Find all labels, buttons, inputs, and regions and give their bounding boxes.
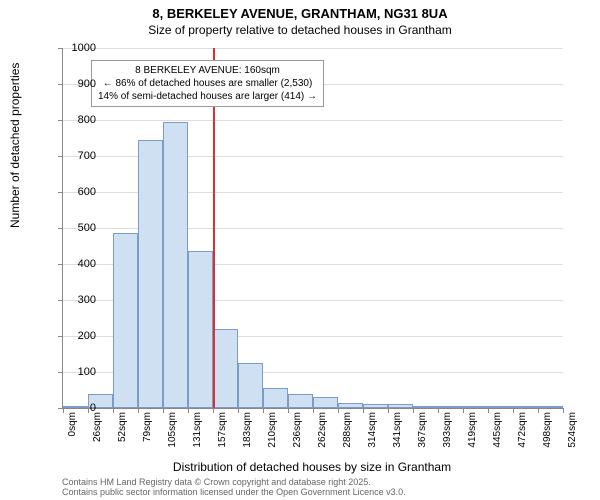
xtick-mark bbox=[513, 408, 514, 413]
histogram-bar bbox=[463, 406, 488, 408]
xtick-mark bbox=[288, 408, 289, 413]
xtick-mark bbox=[438, 408, 439, 413]
ytick-label: 700 bbox=[56, 150, 96, 162]
footnote-line: Contains public sector information licen… bbox=[62, 488, 406, 498]
histogram-bar bbox=[188, 251, 213, 408]
histogram-bar bbox=[138, 140, 163, 408]
page-subtitle: Size of property relative to detached ho… bbox=[0, 23, 600, 39]
xtick-mark bbox=[113, 408, 114, 413]
xtick-mark bbox=[413, 408, 414, 413]
histogram-bar bbox=[338, 403, 363, 408]
histogram-chart: 0sqm26sqm52sqm79sqm105sqm131sqm157sqm183… bbox=[62, 48, 563, 409]
xtick-mark bbox=[313, 408, 314, 413]
xtick-mark bbox=[188, 408, 189, 413]
page-title: 8, BERKELEY AVENUE, GRANTHAM, NG31 8UA bbox=[0, 6, 600, 23]
histogram-bar bbox=[288, 394, 313, 408]
xtick-mark bbox=[263, 408, 264, 413]
ytick-label: 1000 bbox=[56, 42, 96, 54]
histogram-bar bbox=[238, 363, 263, 408]
xtick-mark bbox=[338, 408, 339, 413]
xtick-mark bbox=[238, 408, 239, 413]
histogram-bar bbox=[313, 397, 338, 408]
histogram-bar bbox=[363, 404, 388, 408]
histogram-bar bbox=[113, 233, 138, 408]
xtick-mark bbox=[563, 408, 564, 413]
gridline bbox=[63, 48, 563, 49]
annotation-line: 14% of semi-detached houses are larger (… bbox=[98, 90, 317, 103]
histogram-bar bbox=[538, 406, 563, 408]
annotation-line: ← 86% of detached houses are smaller (2,… bbox=[98, 77, 317, 90]
ytick-label: 100 bbox=[56, 366, 96, 378]
footnote: Contains HM Land Registry data © Crown c… bbox=[62, 478, 406, 498]
ytick-label: 800 bbox=[56, 114, 96, 126]
ytick-label: 0 bbox=[56, 402, 96, 414]
y-axis-label: Number of detached properties bbox=[8, 63, 22, 228]
histogram-bar bbox=[388, 404, 413, 408]
histogram-bar bbox=[213, 329, 238, 408]
histogram-bar bbox=[513, 406, 538, 408]
ytick-label: 200 bbox=[56, 330, 96, 342]
xtick-mark bbox=[213, 408, 214, 413]
xtick-mark bbox=[538, 408, 539, 413]
ytick-label: 400 bbox=[56, 258, 96, 270]
ytick-label: 600 bbox=[56, 186, 96, 198]
histogram-bar bbox=[163, 122, 188, 408]
xtick-label: 524sqm bbox=[567, 412, 578, 472]
xtick-mark bbox=[388, 408, 389, 413]
x-axis-label: Distribution of detached houses by size … bbox=[62, 460, 562, 474]
xtick-mark bbox=[163, 408, 164, 413]
xtick-mark bbox=[488, 408, 489, 413]
histogram-bar bbox=[413, 406, 438, 408]
xtick-mark bbox=[138, 408, 139, 413]
xtick-mark bbox=[363, 408, 364, 413]
ytick-label: 900 bbox=[56, 78, 96, 90]
ytick-label: 500 bbox=[56, 222, 96, 234]
xtick-mark bbox=[463, 408, 464, 413]
histogram-bar bbox=[263, 388, 288, 408]
annotation-box: 8 BERKELEY AVENUE: 160sqm← 86% of detach… bbox=[91, 60, 324, 107]
annotation-line: 8 BERKELEY AVENUE: 160sqm bbox=[98, 64, 317, 77]
ytick-label: 300 bbox=[56, 294, 96, 306]
histogram-bar bbox=[488, 406, 513, 408]
gridline bbox=[63, 120, 563, 121]
histogram-bar bbox=[438, 406, 463, 408]
